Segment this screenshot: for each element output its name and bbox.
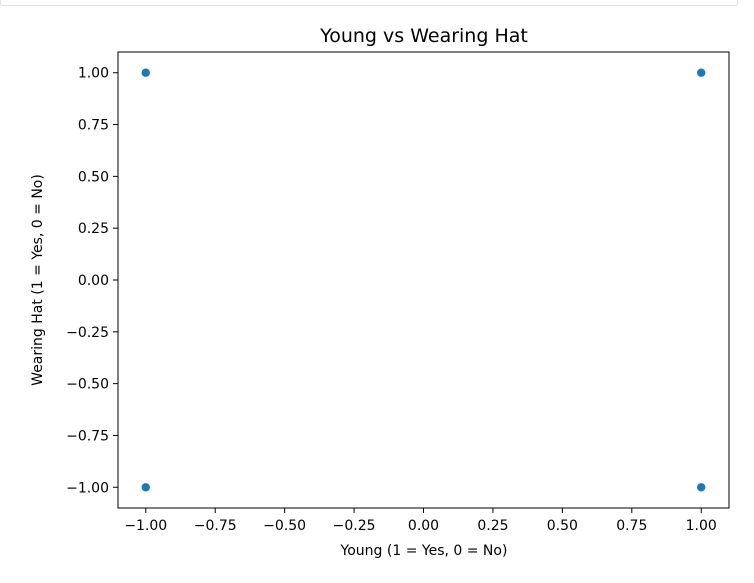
y-tick-label: −0.50 [66,377,109,393]
x-tick-label: 1.00 [686,518,717,534]
x-tick-label: 0.00 [408,518,439,534]
y-tick-label: 0.00 [78,273,109,289]
y-tick-label: −0.75 [66,428,109,444]
data-point [140,67,151,78]
y-tick-label: 0.50 [78,169,109,185]
data-points [140,67,707,493]
x-axis-label: Young (1 = Yes, 0 = No) [340,543,508,559]
y-tick-label: 1.00 [78,66,109,82]
y-tick-label: −0.25 [66,325,109,341]
x-tick-label: −0.25 [333,518,376,534]
data-point [696,67,707,78]
data-point [140,482,151,493]
output-cell-frame [0,0,738,6]
y-axis-ticks: −1.00 −0.75 −0.50 −0.25 0.00 0.25 0.50 0.75 1.00 [66,66,118,496]
x-axis-ticks: −1.00 −0.75 −0.50 −0.25 0.00 0.25 0.50 0.75 1.00 [124,508,717,534]
x-tick-label: −0.75 [194,518,237,534]
y-tick-label: 0.25 [78,221,109,237]
plot-area-frame [117,51,730,509]
chart-title: Young vs Wearing Hat [319,25,528,47]
x-tick-label: 0.25 [477,518,508,534]
y-axis-label: Wearing Hat (1 = Yes, 0 = No) [30,174,46,386]
y-tick-label: 0.75 [78,118,109,134]
data-point [696,482,707,493]
x-tick-label: 0.75 [616,518,647,534]
y-tick-label: −1.00 [66,480,109,496]
x-tick-label: −0.50 [263,518,306,534]
x-tick-label: 0.50 [547,518,578,534]
x-tick-label: −1.00 [124,518,167,534]
